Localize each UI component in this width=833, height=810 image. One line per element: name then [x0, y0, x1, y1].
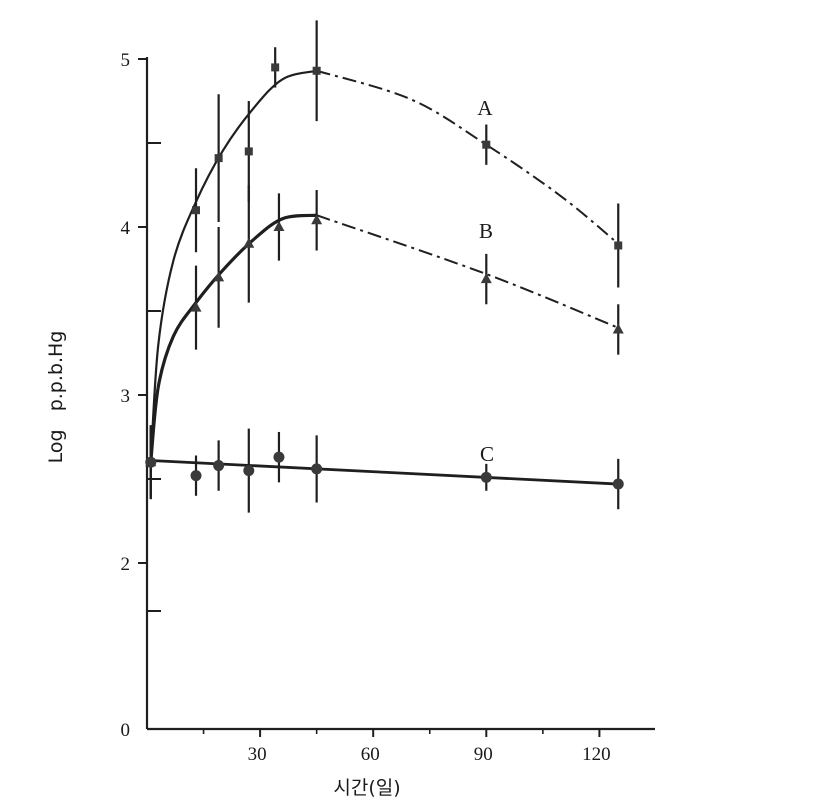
series-c-point	[273, 451, 285, 463]
series-c-label: C	[480, 442, 494, 466]
y-tick-label: 5	[121, 50, 131, 71]
series-a-point	[214, 154, 223, 163]
series-a-point	[614, 241, 623, 250]
series-b-point	[213, 271, 225, 282]
series-b-point	[311, 214, 323, 225]
series-b-point	[190, 301, 202, 312]
y-tick-label: 3	[121, 386, 131, 407]
x-axis-title: 시간(일)	[333, 777, 400, 799]
series-b-point	[480, 273, 492, 284]
series-b-point	[273, 221, 285, 231]
series-b-point	[243, 237, 255, 248]
series-a-point	[312, 66, 321, 75]
y-axis-title: Log p.p.b.Hg	[45, 331, 67, 464]
labels: 시간(일) Log p.p.b.Hg 0 2 3 4 5 30 60 90 120 A B C	[45, 50, 611, 799]
series-c-point	[213, 460, 225, 472]
series-c-point	[145, 456, 157, 468]
series-c-fit	[150, 459, 619, 486]
x-tick-label: 60	[361, 744, 380, 765]
y-tick-label: 4	[121, 218, 131, 239]
axes	[138, 57, 655, 737]
series-b	[145, 185, 624, 500]
series-a-point	[271, 63, 280, 72]
series-a-label: A	[477, 96, 493, 120]
series-b-point	[612, 323, 624, 334]
series-a-point	[244, 147, 253, 156]
x-tick-label: 30	[248, 744, 267, 765]
data-points	[145, 20, 624, 513]
series-b-label: B	[479, 219, 493, 243]
series-c	[145, 428, 624, 513]
x-tick-label: 90	[474, 744, 493, 765]
x-tick-label: 120	[582, 744, 611, 765]
series-a-fit-dashdot	[316, 69, 619, 245]
series-a-fit-solid	[149, 69, 317, 463]
fitted-curves	[149, 69, 619, 486]
series-c-point	[243, 465, 255, 477]
series-a-point	[192, 206, 201, 215]
y-tick-label: 0	[121, 720, 131, 741]
series-c-point	[480, 471, 492, 483]
series-c-point	[190, 470, 202, 482]
series-b-fit-dashdot	[316, 214, 619, 329]
series-c-point	[311, 463, 323, 475]
series-a-point	[482, 140, 491, 149]
y-tick-label: 2	[121, 554, 131, 575]
series-c-point	[612, 478, 624, 490]
